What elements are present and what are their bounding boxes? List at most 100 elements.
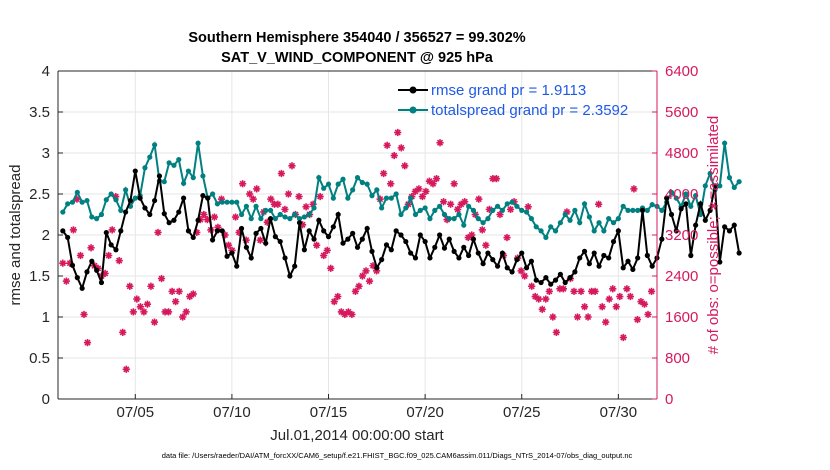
- rmse-point: [132, 168, 138, 174]
- totalspread-point: [234, 199, 240, 205]
- obs-assimilated-point: [129, 308, 137, 316]
- obs-assimilated-point: [323, 246, 331, 254]
- rmse-point: [301, 247, 307, 253]
- totalspread-point: [499, 207, 506, 213]
- totalspread-point: [731, 184, 737, 191]
- totalspread-point: [688, 203, 694, 209]
- totalspread-point: [214, 201, 221, 207]
- rmse-point: [572, 269, 578, 275]
- totalspread-point: [267, 207, 274, 213]
- obs-assimilated-point: [267, 195, 275, 203]
- obs-assimilated-point: [602, 318, 610, 326]
- obs-assimilated-point: [179, 313, 187, 321]
- rmse-point: [509, 269, 515, 275]
- obs-assimilated-point: [224, 241, 233, 249]
- obs-assimilated-point: [640, 300, 649, 308]
- series-layer: [59, 128, 742, 373]
- totalspread-point: [470, 207, 477, 213]
- y-tick-label-right: 800: [665, 350, 690, 367]
- rmse-point: [548, 281, 554, 287]
- obs-assimilated-point: [348, 310, 356, 319]
- totalspread-point: [615, 216, 621, 222]
- obs-assimilated-point: [80, 310, 88, 319]
- totalspread-point: [523, 209, 530, 215]
- y-tick-label: 1.5: [29, 268, 50, 285]
- obs-assimilated-point: [626, 292, 634, 301]
- totalspread-point: [340, 176, 346, 182]
- totalspread-point: [383, 195, 390, 201]
- rmse-point: [620, 265, 626, 271]
- rmse-point: [118, 228, 124, 234]
- totalspread-point: [504, 201, 510, 207]
- obs-assimilated-point: [281, 205, 289, 213]
- obs-assimilated-point: [231, 213, 240, 221]
- rmse-point: [161, 211, 167, 217]
- obs-assimilated-point: [274, 200, 282, 208]
- obs-assimilated-point: [239, 180, 247, 188]
- rmse-point: [494, 263, 501, 269]
- y-tick-label: 0: [42, 391, 50, 408]
- totalspread-point: [374, 187, 380, 193]
- rmse-point: [325, 234, 332, 240]
- obs-assimilated-point: [330, 298, 338, 306]
- totalspread-point: [272, 216, 278, 222]
- totalspread-point: [427, 216, 433, 222]
- totalspread-point: [108, 191, 114, 197]
- obs-assimilated-point: [210, 213, 219, 221]
- obs-assimilated-point: [521, 272, 529, 280]
- obs-assimilated-point: [612, 303, 620, 311]
- chart-title: Southern Hemisphere 354040 / 356527 = 99…: [188, 30, 525, 46]
- rmse-point: [557, 271, 563, 277]
- totalspread-point: [591, 228, 597, 234]
- rmse-point: [234, 263, 240, 269]
- obs-assimilated-point: [62, 277, 70, 285]
- obs-assimilated-point: [200, 210, 208, 219]
- totalspread-point: [668, 189, 675, 195]
- y-tick-label: 4: [42, 63, 50, 80]
- rmse-point: [306, 228, 312, 234]
- totalspread-point: [301, 214, 307, 220]
- obs-assimilated-point: [549, 313, 557, 321]
- rmse-point: [475, 250, 481, 256]
- obs-assimilated-point: [136, 303, 144, 311]
- obs-assimilated-point: [461, 198, 469, 206]
- y-tick-label-right: 5600: [665, 104, 698, 121]
- totalspread-point: [707, 170, 713, 177]
- rmse-point: [369, 248, 375, 254]
- obs-assimilated-point: [284, 190, 293, 198]
- totalspread-point: [490, 207, 496, 213]
- totalspread-point: [243, 203, 249, 209]
- totalspread-point: [412, 211, 419, 218]
- totalspread-point: [572, 207, 578, 213]
- obs-assimilated-point: [362, 267, 370, 275]
- obs-assimilated-point: [316, 192, 324, 201]
- obs-assimilated-point: [140, 308, 148, 316]
- obs-assimilated-point: [503, 233, 511, 242]
- totalspread-point: [224, 199, 230, 205]
- totalspread-point: [683, 191, 689, 197]
- y-tick-label-right: 3200: [665, 227, 698, 244]
- rmse-point: [388, 247, 394, 253]
- obs-assimilated-point: [394, 128, 402, 137]
- totalspread-point: [123, 187, 129, 193]
- rmse-point: [137, 195, 143, 201]
- totalspread-point: [330, 195, 336, 201]
- legend: rmse grand pr = 1.9113 totalspread grand…: [398, 82, 628, 119]
- rmse-point: [147, 211, 153, 218]
- rmse-point: [292, 263, 298, 269]
- rmse-point: [74, 275, 80, 281]
- y-tick-label: 2.5: [29, 186, 50, 203]
- obs-assimilated-point: [383, 141, 391, 149]
- rmse-point: [528, 258, 535, 264]
- tick-layer: 07/05 07/10 07/15 07/20 07/25 07/30 0 0.5 1 1.5 2 2…: [29, 63, 698, 421]
- totalspread-point: [475, 216, 481, 222]
- obs-assimilated-point: [538, 305, 546, 313]
- rmse-point: [195, 217, 201, 223]
- legend-marker-rmse: [409, 86, 417, 94]
- obs-assimilated-point: [365, 277, 374, 285]
- rmse-point: [94, 267, 100, 273]
- totalspread-point: [736, 179, 742, 185]
- totalspread-point: [74, 189, 80, 195]
- totalspread-point: [118, 207, 124, 213]
- obs-assimilated-point: [609, 285, 617, 293]
